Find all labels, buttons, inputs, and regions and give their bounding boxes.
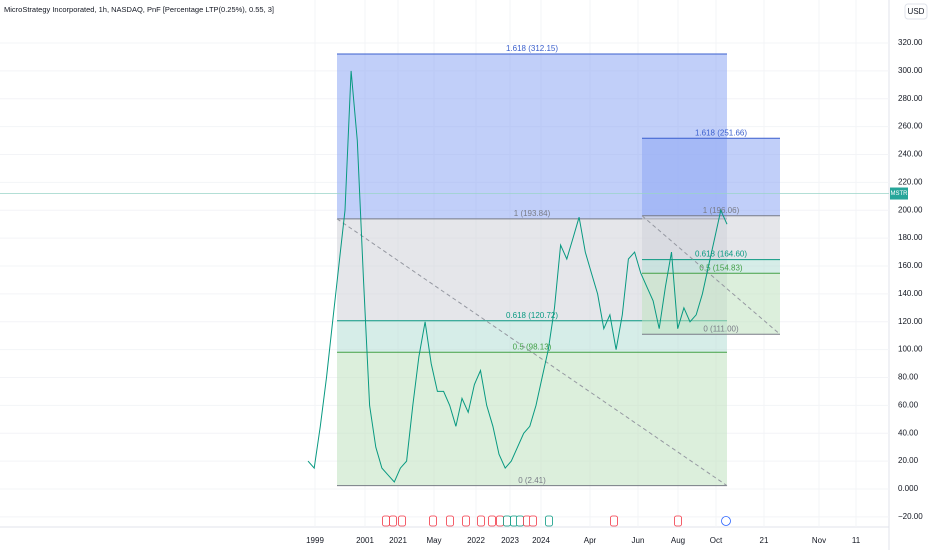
y-tick-label: 160.00: [898, 261, 923, 270]
y-tick-label: 120.00: [898, 317, 923, 326]
event-badge: [477, 515, 485, 527]
event-badge: [429, 515, 437, 527]
x-tick-label: Oct: [710, 536, 723, 545]
y-tick-label: 220.00: [898, 177, 923, 186]
fib-zone: [642, 273, 780, 335]
x-tick-label: Aug: [671, 536, 685, 545]
y-tick-label: 320.00: [898, 38, 923, 47]
x-tick-label: 2001: [356, 536, 374, 545]
event-badge: [389, 515, 397, 527]
y-tick-label: 20.00: [898, 456, 919, 465]
fib-label: 0 (2.41): [518, 476, 546, 485]
fib-label: 0.5 (154.83): [699, 263, 742, 272]
event-badge: [674, 515, 682, 527]
event-badge: [529, 515, 537, 527]
fib-trend: [336, 218, 728, 487]
fib-zone: [642, 215, 780, 260]
x-tick-label: 21: [760, 536, 769, 545]
y-tick-label: 240.00: [898, 150, 923, 159]
x-tick-label: 2021: [389, 536, 407, 545]
y-tick-label: 300.00: [898, 66, 923, 75]
y-tick-label: 80.00: [898, 373, 919, 382]
fib-zone: [642, 259, 780, 274]
y-tick-label: 0.000: [898, 484, 919, 493]
x-tick-label: 2023: [501, 536, 519, 545]
event-badge: [545, 515, 553, 527]
event-badge: [496, 515, 504, 527]
event-badge: [398, 515, 406, 527]
plot: [0, 70, 889, 483]
x-tick-label: 2024: [532, 536, 550, 545]
x-tick-label: Nov: [812, 536, 826, 545]
fib-trend: [641, 215, 781, 335]
currency-button[interactable]: [904, 3, 928, 20]
fib-label: 0.618 (164.60): [695, 250, 747, 259]
event-badge: [382, 515, 390, 527]
fib-label: 0.5 (98.13): [513, 342, 552, 351]
event-badge: [503, 515, 511, 527]
y-tick-label: 40.00: [898, 428, 919, 437]
y-tick-label: 280.00: [898, 94, 923, 103]
y-tick-label: 260.00: [898, 122, 923, 131]
x-tick-label: May: [426, 536, 441, 545]
chart-title: MicroStrategy Incorporated, 1h, NASDAQ, …: [4, 5, 274, 14]
fib-label: 0.618 (120.72): [506, 311, 558, 320]
event-badge: [610, 515, 618, 527]
y-tick-label: 60.00: [898, 400, 919, 409]
currency[interactable]: USD: [908, 7, 925, 16]
price-line-series: [307, 70, 728, 483]
event-badge: [516, 515, 524, 527]
event-badge: [446, 515, 454, 527]
fib-label: 0 (111.00): [703, 324, 739, 333]
add-event: [721, 516, 731, 526]
y-tick-label: 200.00: [898, 205, 923, 214]
axes: −20.00 0.000 20.00 40.00 60.00 80.00 100.00 120…: [306, 38, 923, 545]
y-tick-label: 140.00: [898, 289, 923, 298]
x-tick-label: 1999: [306, 536, 324, 545]
y-tick-label: −20.00: [898, 512, 923, 521]
x-tick-label: Jun: [632, 536, 645, 545]
fib-label: 1 (193.84): [514, 209, 551, 218]
fib-zone: [642, 138, 780, 216]
y-tick-label: 180.00: [898, 233, 923, 242]
fib-label: 1.618 (312.15): [506, 44, 558, 53]
y-tick-label: 100.00: [898, 345, 923, 354]
symbol-tag: [890, 187, 908, 200]
event-badge: [462, 515, 470, 527]
event-badge: [488, 515, 496, 527]
x-tick-label: Apr: [584, 536, 597, 545]
fib-label: 1.618 (251.66): [695, 128, 747, 137]
x-tick-label: 2022: [467, 536, 485, 545]
x-tick-label: 11: [852, 536, 861, 545]
symbol-tag-text: MSTR: [891, 191, 909, 197]
